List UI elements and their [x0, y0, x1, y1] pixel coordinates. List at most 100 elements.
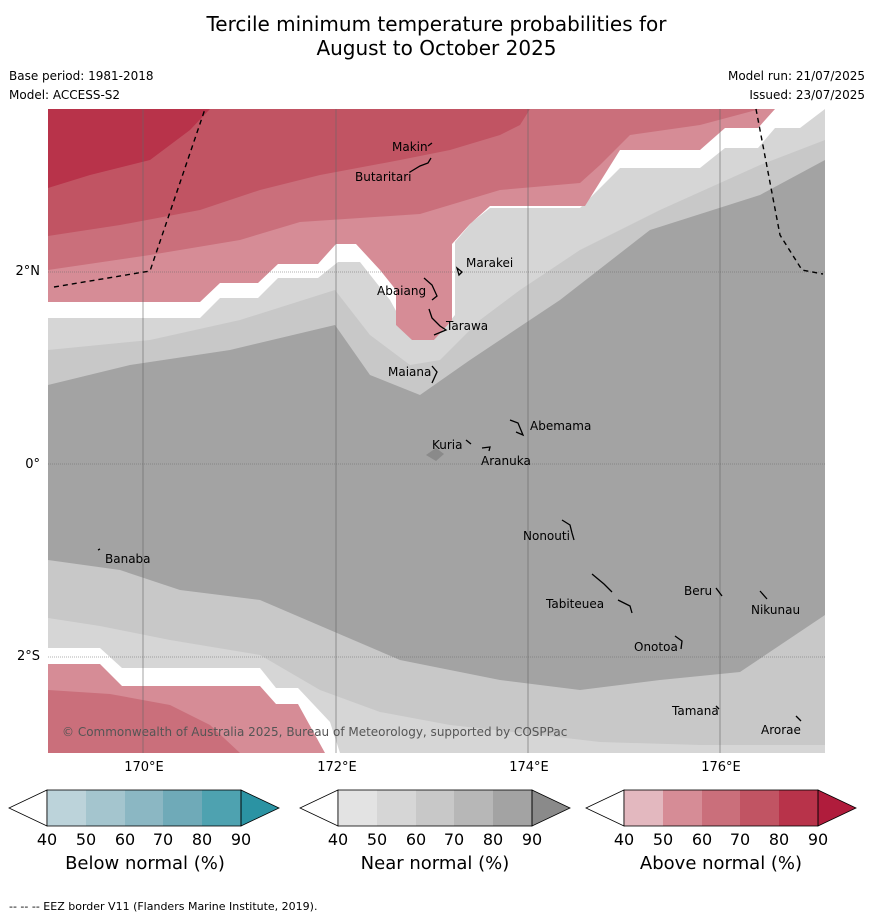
near-frame: [337, 789, 533, 827]
below-swatch-40: [47, 790, 86, 826]
above-tick: 60: [691, 830, 713, 849]
near-normal-70-patch: [426, 448, 444, 461]
lat-label-0: 0°: [25, 457, 40, 472]
near-swatch-40: [338, 790, 377, 826]
label-nikunau: Nikunau: [751, 603, 800, 617]
label-nonouti: Nonouti: [523, 529, 570, 543]
eez-border: [53, 108, 824, 288]
label-tabiteuea: Tabiteuea: [545, 597, 604, 611]
above-frame: [623, 789, 819, 827]
meta-left: Base period: 1981-2018 Model: ACCESS-S2: [9, 69, 154, 107]
below-swatch-60: [125, 790, 163, 826]
island-banaba: [97, 548, 101, 551]
above-swatch-50: [663, 790, 702, 826]
below-tick: 60: [114, 830, 136, 849]
above-ticks: 40 50 60 70 80 90: [614, 830, 828, 849]
below-tick: 90: [230, 830, 252, 849]
above-swatch-70: [740, 790, 779, 826]
above-swatch-40: [624, 790, 663, 826]
island-abemama: [509, 419, 525, 437]
label-marakei: Marakei: [466, 256, 513, 270]
island-tamana: [715, 705, 720, 710]
issued-date: Issued: 23/07/2025: [749, 88, 865, 102]
label-abemama: Abemama: [530, 419, 591, 433]
meta-right: Model run: 21/07/2025 Issued: 23/07/2025: [728, 69, 865, 107]
label-arorae: Arorae: [761, 723, 801, 737]
title-line-1: Tercile minimum temperature probabilitie…: [206, 12, 667, 36]
lat-label-2n: 2°N: [15, 264, 41, 279]
above-tick: 70: [729, 830, 751, 849]
above-normal-label: Above normal (%): [639, 853, 803, 874]
near-ticks: 40 50 60 70 80 90: [328, 830, 542, 849]
above-swatch-60: [702, 790, 740, 826]
below-swatch-80: [202, 790, 241, 826]
colorbar-above: [585, 789, 857, 827]
island-onotoa: [674, 635, 683, 650]
below-tick: 50: [75, 830, 97, 849]
label-kuria: Kuria: [432, 438, 463, 452]
eez-border-east: [755, 108, 824, 275]
near-swatch-80: [493, 790, 532, 826]
above-lower-extension: [585, 789, 625, 827]
label-abaiang: Abaiang: [377, 284, 426, 298]
label-onotoa: Onotoa: [634, 640, 678, 654]
map-fill: [48, 109, 825, 753]
graticule: [48, 109, 825, 753]
below-normal-label: Below normal (%): [65, 853, 225, 874]
lat-label-2s: 2°S: [16, 649, 40, 664]
near-tick: 80: [482, 830, 504, 849]
near-upper-extension: [531, 789, 571, 827]
below-tick: 80: [191, 830, 213, 849]
near-tick: 90: [521, 830, 543, 849]
label-butaritari: Butaritari: [355, 170, 412, 184]
label-makin: Makin: [392, 140, 428, 154]
below-frame: [46, 789, 242, 827]
island-maiana: [431, 365, 438, 384]
island-aranuka: [481, 446, 491, 452]
near-lower-extension: [299, 789, 339, 827]
below-tick: 40: [36, 830, 58, 849]
model-name: Model: ACCESS-S2: [9, 88, 121, 102]
above-upper-extension: [817, 789, 857, 827]
near-tick: 60: [405, 830, 427, 849]
colorbar-near: [299, 789, 571, 827]
above-tick: 80: [768, 830, 790, 849]
island-nikunau: [759, 590, 768, 600]
island-tabiteuea: [591, 573, 633, 614]
lon-label-170e: 170°E: [124, 760, 164, 775]
eez-footnote: -- -- -- EEZ border V11 (Flanders Marine…: [9, 900, 318, 913]
eez-border-west: [53, 108, 206, 288]
below-swatch-70: [163, 790, 202, 826]
colorbar-below: [8, 789, 280, 827]
below-tick: 70: [152, 830, 174, 849]
below-swatch-50: [86, 790, 125, 826]
lon-label-172e: 172°E: [317, 760, 357, 775]
near-normal-label: Near normal (%): [360, 853, 510, 874]
chart-title: Tercile minimum temperature probabilitie…: [0, 12, 873, 60]
above-tick: 40: [613, 830, 635, 849]
island-makin: [427, 142, 433, 147]
model-run: Model run: 21/07/2025: [727, 69, 865, 83]
lon-label-176e: 176°E: [701, 760, 741, 775]
island-kuria: [465, 439, 472, 445]
near-swatch-60: [416, 790, 454, 826]
label-tamana: Tamana: [671, 704, 719, 718]
near-swatch-70: [454, 790, 493, 826]
below-ticks: 40 50 60 70 80 90: [37, 830, 251, 849]
label-tarawa: Tarawa: [445, 319, 488, 333]
island-abaiang: [423, 277, 438, 301]
label-maiana: Maiana: [388, 365, 431, 379]
label-aranuka: Aranuka: [481, 454, 531, 468]
near-tick: 50: [366, 830, 388, 849]
above-normal-70-region: [48, 109, 210, 188]
above-swatch-80: [779, 790, 818, 826]
base-period: Base period: 1981-2018: [9, 69, 154, 83]
near-swatch-50: [377, 790, 416, 826]
island-beru: [715, 587, 723, 597]
island-butaritari: [409, 157, 432, 173]
above-tick: 50: [652, 830, 674, 849]
near-tick: 40: [327, 830, 349, 849]
island-marakei: [455, 266, 463, 277]
above-normal-50-region-south: [48, 690, 240, 753]
